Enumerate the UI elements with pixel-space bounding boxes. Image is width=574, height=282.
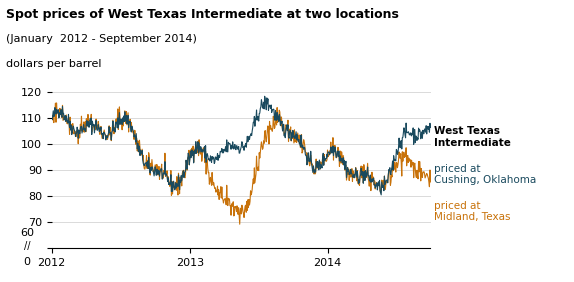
Text: dollars per barrel: dollars per barrel <box>6 59 101 69</box>
Text: 60: 60 <box>20 228 34 238</box>
Text: West Texas
Intermediate: West Texas Intermediate <box>435 126 511 148</box>
Text: priced at
Midland, Texas: priced at Midland, Texas <box>435 201 511 222</box>
Text: Spot prices of West Texas Intermediate at two locations: Spot prices of West Texas Intermediate a… <box>6 8 398 21</box>
Text: priced at
Cushing, Oklahoma: priced at Cushing, Oklahoma <box>435 164 537 185</box>
Text: //: // <box>24 241 30 252</box>
Text: (January  2012 - September 2014): (January 2012 - September 2014) <box>6 34 197 44</box>
Text: 0: 0 <box>24 257 30 267</box>
